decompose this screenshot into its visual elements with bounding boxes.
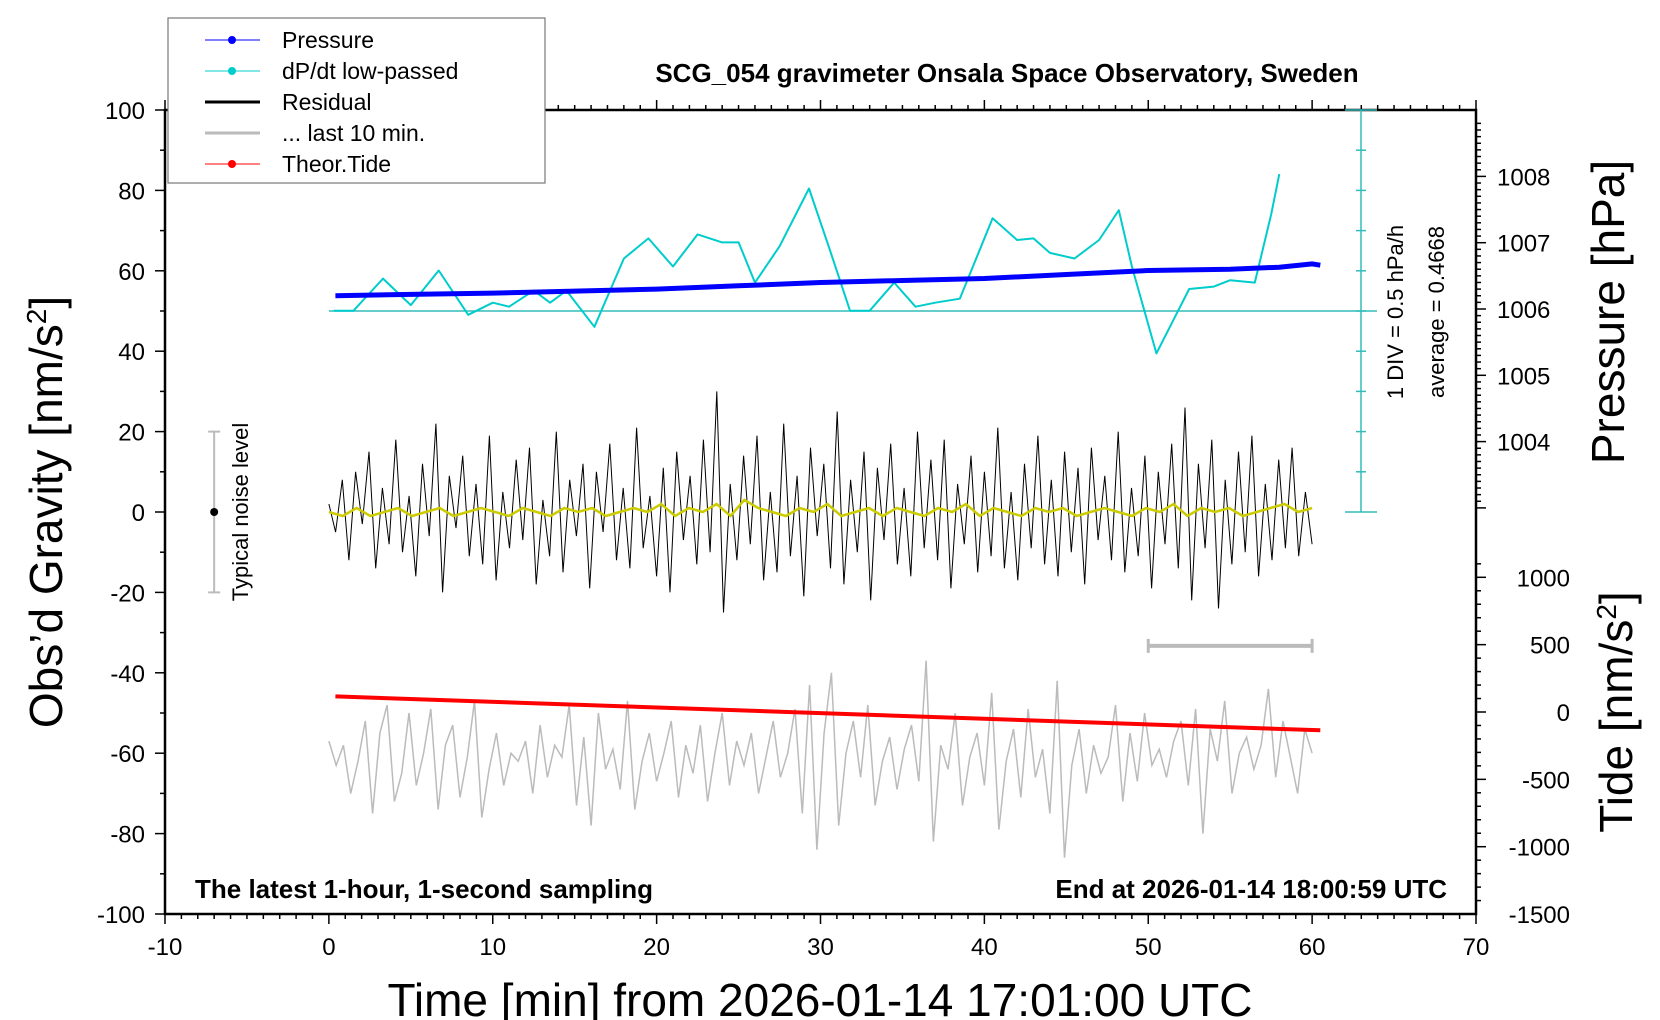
y-tick-label: 20 [118, 420, 145, 447]
legend-label: Pressure [282, 27, 374, 53]
series-layer [208, 109, 1377, 858]
bottom-left-note: The latest 1-hour, 1-second sampling [195, 874, 653, 904]
x-tick-label: 20 [643, 934, 670, 961]
x-tick-label: 0 [322, 934, 335, 961]
pressure-tick-label: 1004 [1497, 430, 1550, 457]
noise-level-dot [210, 508, 219, 516]
pressure-tick-label: 1006 [1497, 297, 1550, 324]
chart-title: SCG_054 gravimeter Onsala Space Observat… [655, 58, 1358, 88]
y-tick-label: -40 [110, 661, 145, 688]
pressure-tick-label: 1007 [1497, 231, 1550, 258]
y-axis-title: Obs’d Gravity [nm/s2] [20, 296, 72, 728]
dpdt-line [333, 173, 1281, 355]
legend: Pressure dP/dt low-passed Residual ... last… [167, 17, 546, 184]
x-tick-label: -10 [148, 934, 183, 961]
bottom-right-note: End at 2026-01-14 18:00:59 UTC [1055, 874, 1447, 904]
y-tick-label: 100 [105, 98, 145, 125]
tide-tick-label: 500 [1530, 633, 1570, 660]
y-tick-label: 40 [118, 339, 145, 366]
average-annotation: average = 0.4668 [1424, 226, 1449, 398]
y-tick-label: 60 [118, 259, 145, 286]
tide-tick-label: 1000 [1517, 565, 1570, 592]
y-tick-label: -100 [97, 902, 145, 929]
x-tick-label: 10 [479, 934, 506, 961]
x-tick-label: 30 [807, 934, 834, 961]
noise-annotation: Typical noise level [228, 423, 253, 602]
last-10-min-line [328, 660, 1313, 858]
x-tick-label: 70 [1463, 934, 1490, 961]
tide-tick-label: -1500 [1509, 902, 1570, 929]
pressure-tick-label: 1005 [1497, 363, 1550, 390]
legend-label: ... last 10 min. [282, 120, 425, 146]
tide-tick-label: -500 [1522, 767, 1570, 794]
legend-label: dP/dt low-passed [282, 58, 458, 84]
axis-tick-labels: -10 0 10 20 30 40 50 60 70100806040200-20-40-60-… [97, 98, 1570, 961]
x-tick-label: 60 [1299, 934, 1326, 961]
y-tick-label: -20 [110, 580, 145, 607]
y-tick-label: 80 [118, 178, 145, 205]
x-axis-title: Time [min] from 2026-01-14 17:01:00 UTC [388, 974, 1253, 1020]
tide-axis-title: Tide [nm/s2] [1590, 591, 1642, 832]
pressure-axis-title: Pressure [hPa] [1582, 160, 1634, 464]
tide-tick-label: -1000 [1509, 835, 1570, 862]
residual-line [328, 391, 1313, 613]
legend-label: Residual [282, 89, 372, 115]
legend-marker [228, 36, 236, 44]
pressure-line [335, 261, 1321, 299]
y-tick-label: -80 [110, 822, 145, 849]
x-tick-label: 50 [1135, 934, 1162, 961]
legend-marker [228, 67, 236, 75]
residual-smoothed-line [328, 498, 1313, 518]
x-tick-label: 40 [971, 934, 998, 961]
pressure-tick-label: 1008 [1497, 164, 1550, 191]
tide-tick-label: 0 [1557, 700, 1570, 727]
legend-label: Theor.Tide [282, 151, 391, 177]
tide-line [335, 694, 1321, 733]
y-tick-label: 0 [132, 500, 145, 527]
y-tick-label: -60 [110, 741, 145, 768]
legend-marker [228, 160, 236, 168]
div-annotation: 1 DIV = 0.5 hPa/h [1383, 225, 1408, 399]
